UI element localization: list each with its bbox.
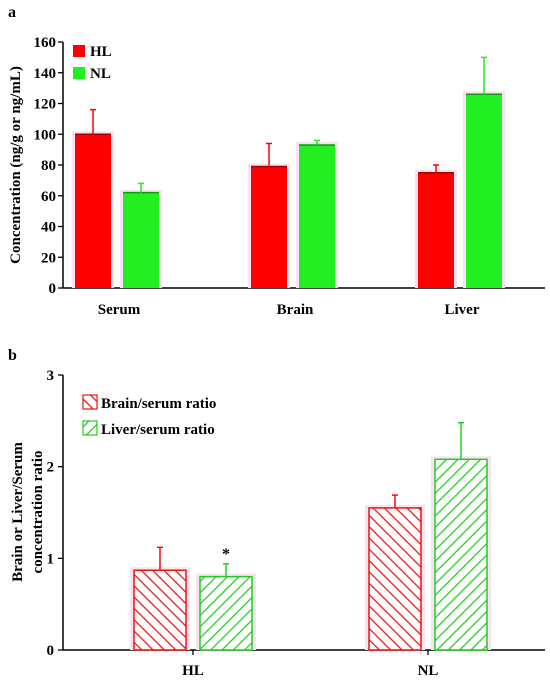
panel-b-y-axis-title-line-2: concentration ratio (30, 451, 46, 574)
x-tick-label-hl: HL (182, 663, 204, 679)
y-tick-label: 1 (47, 551, 55, 567)
bar-brain-serum-ratio-hl (133, 569, 187, 651)
bar-nl-brain (299, 145, 335, 288)
y-tick-label: 60 (41, 189, 56, 205)
legend-label-liver-serum: Liver/serum ratio (101, 422, 215, 438)
y-tick-label: 2 (47, 460, 55, 476)
y-tick-label: 120 (34, 97, 57, 113)
y-tick-label: 100 (34, 127, 57, 143)
y-tick-label: 140 (34, 66, 57, 82)
y-tick-label: 160 (34, 35, 57, 51)
legend-label-brain-serum: Brain/serum ratio (101, 396, 216, 412)
bar-liver-serum-ratio-hl (199, 575, 253, 651)
y-tick-label: 3 (47, 368, 55, 384)
x-tick-label-brain: Brain (277, 302, 314, 318)
legend-swatch-brain-serum (82, 394, 98, 410)
panel-b-bars: * (130, 421, 491, 651)
bar-hl-liver (418, 172, 454, 288)
legend-swatch-nl (73, 67, 85, 79)
x-tick-label-serum: Serum (98, 302, 141, 318)
y-tick-label: 0 (49, 281, 57, 297)
y-tick-label: 40 (41, 220, 56, 236)
bar-hl-brain (251, 166, 287, 288)
bar-brain-serum-ratio-nl (368, 507, 422, 651)
panel-b: b Brain or Liver/Serum concentration rat… (8, 347, 545, 679)
y-tick-label: 80 (41, 158, 56, 174)
panel-b-legend: Brain/serum ratio Liver/serum ratio (82, 394, 216, 438)
legend-swatch-liver-serum (82, 420, 98, 436)
panel-a-legend: HL NL (73, 44, 112, 82)
x-tick-label-liver: Liver (445, 302, 480, 318)
x-tick-label-nl: NL (418, 663, 439, 679)
y-tick-label: 20 (41, 250, 56, 266)
panel-a-y-axis-title: Concentration (ng/g or ng/mL) (8, 66, 24, 264)
panel-a-label: a (8, 4, 16, 21)
legend-label-nl: NL (90, 66, 111, 82)
bar-hl-serum (75, 134, 111, 288)
panel-a-bars (72, 56, 505, 289)
legend-label-hl: HL (90, 44, 112, 60)
panel-b-y-axis-title-line-1: Brain or Liver/Serum (10, 442, 26, 582)
bar-liver-serum-ratio-nl (434, 458, 488, 651)
panel-a-axes: 0 20 40 60 80 100 120 140 160 Serum Brain Liver (34, 35, 545, 318)
significance-marker: * (222, 546, 230, 563)
panel-b-label: b (8, 347, 17, 364)
bar-nl-liver (466, 94, 502, 289)
legend-swatch-hl (73, 45, 85, 57)
panel-a: a Concentration (ng/g or ng/mL) 0 20 40 60 8… (8, 4, 545, 318)
y-tick-label: 0 (47, 643, 55, 659)
bar-nl-serum (123, 192, 159, 288)
